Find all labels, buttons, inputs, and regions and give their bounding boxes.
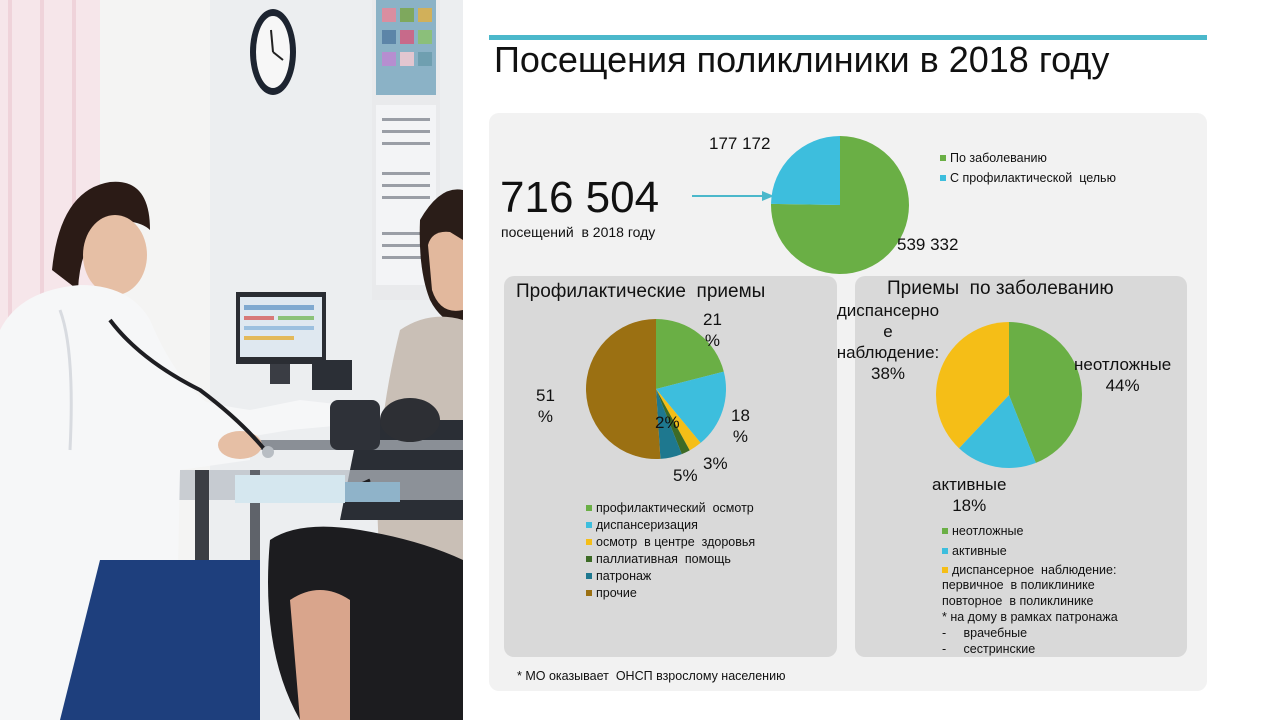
- slice-label-checkup: 21 %: [703, 310, 722, 350]
- legend-label: осмотр в центре здоровья: [596, 535, 756, 549]
- legend-item: диспансерное наблюдение:: [942, 563, 1118, 577]
- pie-slice: [771, 136, 840, 205]
- legend-label: диспансерное наблюдение:: [952, 563, 1117, 577]
- legend-swatch: [586, 573, 592, 579]
- slice-label-palliative: 2%: [655, 413, 680, 432]
- slice-label-prophylactic: 177 172: [709, 134, 771, 153]
- legend-note: первичное в поликлинике повторное в поли…: [942, 578, 1118, 656]
- legend-label: прочие: [596, 586, 637, 600]
- chart-title-prophylactic: Профилактические приемы: [516, 281, 766, 302]
- pie-chart-total: [771, 136, 909, 274]
- page-title: Посещения поликлиники в 2018 году: [494, 39, 1110, 80]
- slice-label-urgent: неотложные 44%: [1074, 355, 1172, 395]
- legend-swatch: [942, 528, 948, 534]
- pie-slice: [656, 389, 690, 455]
- legend-item: осмотр в центре здоровья: [586, 534, 755, 551]
- legend-swatch: [586, 556, 592, 562]
- pie-slice: [959, 395, 1036, 468]
- legend-item: патронаж: [586, 568, 755, 585]
- legend-label: паллиативная помощь: [596, 552, 731, 566]
- legend-label: С профилактической целью: [950, 171, 1116, 185]
- legend-swatch: [586, 505, 592, 511]
- slice-label-active: активные 18%: [932, 475, 1007, 515]
- pie-slice: [656, 389, 682, 459]
- pie-chart-prophylactic: [586, 319, 726, 459]
- legend-swatch: [586, 590, 592, 596]
- slice-label-dispensary: 18 %: [731, 406, 750, 446]
- total-visits-caption: посещений в 2018 году: [501, 224, 656, 240]
- chart-title-disease: Приемы по заболеванию: [887, 278, 1114, 299]
- pie-chart-disease: [936, 322, 1082, 468]
- legend-swatch: [942, 567, 948, 573]
- legend-prophylactic: профилактический осмотр диспансеризация …: [586, 500, 755, 602]
- legend-label: патронаж: [596, 569, 652, 583]
- slice-label-patronage: 5%: [673, 466, 698, 485]
- legend-item: диспансеризация: [586, 517, 755, 534]
- legend-item: паллиативная помощь: [586, 551, 755, 568]
- legend-item: активные: [942, 543, 1118, 560]
- pie-slice: [586, 319, 661, 459]
- slice-label-other: 51 %: [536, 386, 555, 426]
- pie-slice: [936, 322, 1009, 449]
- slice-label-disease: 539 332: [897, 235, 959, 254]
- legend-swatch: [586, 522, 592, 528]
- pie-slice: [656, 371, 726, 443]
- legend-swatch: [940, 175, 946, 181]
- legend-label: профилактический осмотр: [596, 501, 754, 515]
- legend-label: диспансеризация: [596, 518, 698, 532]
- clinic-photo: [0, 0, 463, 720]
- pie-slice: [656, 319, 724, 389]
- legend-label: По заболеванию: [950, 151, 1047, 165]
- title-accent-bar: [489, 35, 1207, 40]
- slice-label-health-center: 3%: [703, 454, 728, 473]
- pie-slice: [656, 389, 701, 451]
- legend-label: неотложные: [952, 524, 1024, 538]
- legend-swatch: [586, 539, 592, 545]
- legend-item: По заболеванию: [940, 150, 1047, 167]
- arrow-right-icon: [692, 191, 774, 201]
- legend-swatch: [942, 548, 948, 554]
- legend-label: активные: [952, 544, 1007, 558]
- total-visits: 716 504: [500, 173, 660, 222]
- legend-swatch: [940, 155, 946, 161]
- legend-item: неотложные: [942, 523, 1118, 540]
- legend-disease: неотложные активные диспансерное наблюде…: [942, 523, 1118, 657]
- pie-slice: [1009, 322, 1082, 463]
- footnote: * МО оказывает ОНСП взрослому населению: [517, 669, 786, 683]
- legend-item: профилактический осмотр: [586, 500, 755, 517]
- legend-item: С профилактической целью: [940, 170, 1116, 187]
- legend-item: прочие: [586, 585, 755, 602]
- slice-label-observation: диспансерно е наблюдение: 38%: [836, 301, 940, 383]
